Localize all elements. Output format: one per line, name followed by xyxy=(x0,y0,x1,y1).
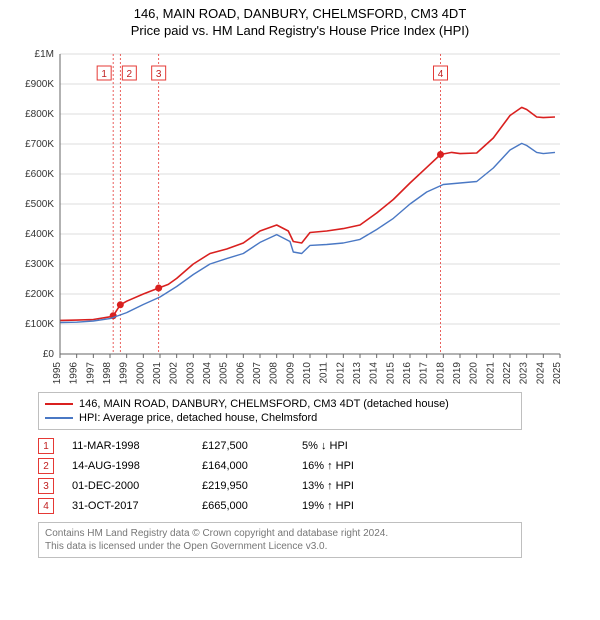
svg-text:2024: 2024 xyxy=(535,362,546,384)
chart-title-block: 146, MAIN ROAD, DANBURY, CHELMSFORD, CM3… xyxy=(10,6,590,38)
event-price: £127,500 xyxy=(202,440,302,452)
svg-text:1: 1 xyxy=(101,69,107,80)
title-line-1: 146, MAIN ROAD, DANBURY, CHELMSFORD, CM3… xyxy=(10,6,590,21)
svg-text:£500K: £500K xyxy=(25,199,54,210)
svg-text:2010: 2010 xyxy=(302,362,313,384)
event-diff: 16% ↑ HPI xyxy=(302,460,412,472)
svg-text:2022: 2022 xyxy=(502,362,513,384)
event-diff: 19% ↑ HPI xyxy=(302,500,412,512)
svg-text:2004: 2004 xyxy=(202,362,213,384)
svg-text:4: 4 xyxy=(438,69,444,80)
event-date: 14-AUG-1998 xyxy=(72,460,202,472)
svg-text:2014: 2014 xyxy=(369,362,380,384)
svg-text:£200K: £200K xyxy=(25,289,54,300)
svg-text:2002: 2002 xyxy=(169,362,180,384)
page-container: 146, MAIN ROAD, DANBURY, CHELMSFORD, CM3… xyxy=(0,0,600,566)
footer-line-2: This data is licensed under the Open Gov… xyxy=(45,540,515,553)
svg-text:1997: 1997 xyxy=(85,362,96,384)
event-marker: 2 xyxy=(38,458,54,474)
svg-text:2006: 2006 xyxy=(235,362,246,384)
event-price: £164,000 xyxy=(202,460,302,472)
svg-text:£300K: £300K xyxy=(25,259,54,270)
footer-line-1: Contains HM Land Registry data © Crown c… xyxy=(45,527,515,540)
svg-text:1996: 1996 xyxy=(69,362,80,384)
svg-text:2013: 2013 xyxy=(352,362,363,384)
svg-text:2008: 2008 xyxy=(269,362,280,384)
svg-text:2020: 2020 xyxy=(469,362,480,384)
svg-text:£100K: £100K xyxy=(25,319,54,330)
svg-text:£800K: £800K xyxy=(25,109,54,120)
legend-swatch xyxy=(45,403,73,405)
svg-text:£0: £0 xyxy=(43,349,55,360)
price-chart: £0 £100K £200K £300K £400K £500K £600K £700K £80… xyxy=(10,44,570,384)
event-date: 31-OCT-2017 xyxy=(72,500,202,512)
legend-label: HPI: Average price, detached house, Chel… xyxy=(79,412,317,424)
svg-text:1998: 1998 xyxy=(102,362,113,384)
svg-text:2019: 2019 xyxy=(452,362,463,384)
event-date: 01-DEC-2000 xyxy=(72,480,202,492)
svg-text:£400K: £400K xyxy=(25,229,54,240)
event-date: 11-MAR-1998 xyxy=(72,440,202,452)
attribution-footer: Contains HM Land Registry data © Crown c… xyxy=(38,522,522,558)
svg-text:2025: 2025 xyxy=(552,362,563,384)
event-row: 2 14-AUG-1998£164,00016% ↑ HPI xyxy=(38,456,508,476)
event-marker: 1 xyxy=(38,438,54,454)
svg-text:2017: 2017 xyxy=(419,362,430,384)
legend-row: 146, MAIN ROAD, DANBURY, CHELMSFORD, CM3… xyxy=(45,397,515,411)
svg-text:2001: 2001 xyxy=(152,362,163,384)
events-table: 1 11-MAR-1998£127,5005% ↓ HPI 2 14-AUG-1998… xyxy=(38,436,508,516)
event-row: 4 31-OCT-2017£665,00019% ↑ HPI xyxy=(38,496,508,516)
legend-label: 146, MAIN ROAD, DANBURY, CHELMSFORD, CM3… xyxy=(79,398,449,410)
svg-text:2011: 2011 xyxy=(319,362,330,384)
event-price: £665,000 xyxy=(202,500,302,512)
event-diff: 5% ↓ HPI xyxy=(302,440,412,452)
svg-text:£900K: £900K xyxy=(25,79,54,90)
svg-text:2007: 2007 xyxy=(252,362,263,384)
event-marker: 3 xyxy=(38,478,54,494)
event-price: £219,950 xyxy=(202,480,302,492)
legend-swatch xyxy=(45,417,73,419)
svg-text:2018: 2018 xyxy=(435,362,446,384)
chart-legend: 146, MAIN ROAD, DANBURY, CHELMSFORD, CM3… xyxy=(38,392,522,430)
event-marker: 4 xyxy=(38,498,54,514)
svg-text:2009: 2009 xyxy=(285,362,296,384)
legend-row: HPI: Average price, detached house, Chel… xyxy=(45,411,515,425)
svg-text:2023: 2023 xyxy=(519,362,530,384)
svg-text:3: 3 xyxy=(156,69,162,80)
svg-text:1999: 1999 xyxy=(119,362,130,384)
svg-text:2: 2 xyxy=(127,69,133,80)
svg-text:2005: 2005 xyxy=(219,362,230,384)
svg-text:£600K: £600K xyxy=(25,169,54,180)
svg-text:2003: 2003 xyxy=(185,362,196,384)
svg-text:2016: 2016 xyxy=(402,362,413,384)
chart-area: £0 £100K £200K £300K £400K £500K £600K £700K £80… xyxy=(10,44,590,384)
event-row: 3 01-DEC-2000£219,95013% ↑ HPI xyxy=(38,476,508,496)
svg-text:£700K: £700K xyxy=(25,139,54,150)
title-line-2: Price paid vs. HM Land Registry's House … xyxy=(10,23,590,38)
event-diff: 13% ↑ HPI xyxy=(302,480,412,492)
svg-text:2012: 2012 xyxy=(335,362,346,384)
svg-text:£1M: £1M xyxy=(35,49,54,60)
event-row: 1 11-MAR-1998£127,5005% ↓ HPI xyxy=(38,436,508,456)
svg-text:2000: 2000 xyxy=(135,362,146,384)
svg-text:2021: 2021 xyxy=(485,362,496,384)
svg-text:2015: 2015 xyxy=(385,362,396,384)
svg-text:1995: 1995 xyxy=(52,362,63,384)
